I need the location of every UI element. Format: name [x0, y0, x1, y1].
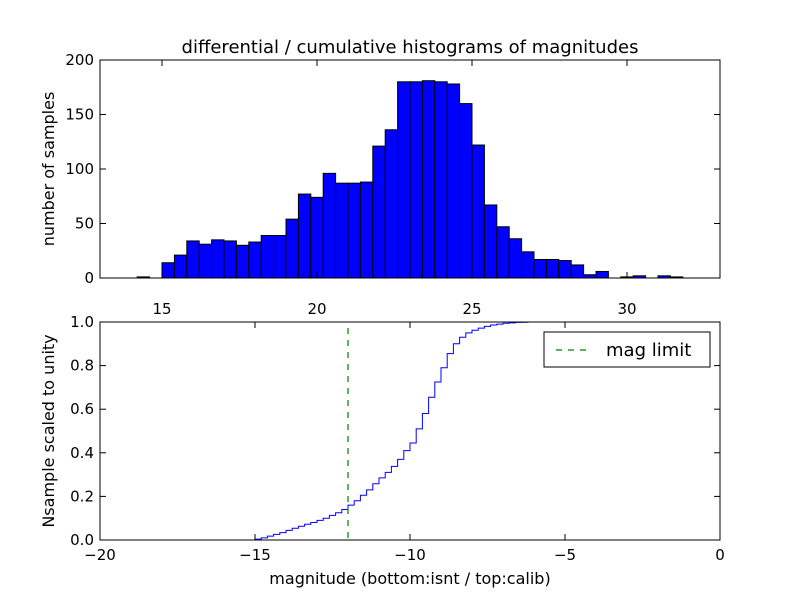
bottom-cumulative-panel: 0.0 0.2 0.4 0.6 0.8 1.0 −20 −15 −10 −5 0 Nsample …	[39, 313, 725, 588]
x-tick-label: 15	[152, 300, 171, 318]
histogram-bar	[434, 81, 448, 279]
histogram-bar	[211, 239, 225, 279]
bottom-y-ticks: 0.0 0.2 0.4 0.6 0.8 1.0	[70, 313, 720, 549]
y-tick-label: 1.0	[70, 313, 94, 331]
y-tick-label: 100	[65, 160, 94, 178]
histogram-bar	[570, 264, 585, 279]
cumulative-step-line	[100, 321, 721, 541]
top-histogram-bars	[136, 80, 684, 279]
histogram-bar	[459, 103, 473, 279]
top-x-ticks: 15 20 25 30	[152, 60, 637, 318]
histogram-bar	[198, 243, 213, 279]
x-tick-label: 0	[715, 546, 725, 564]
x-tick-label: 30	[617, 300, 636, 318]
y-tick-label: 0.2	[70, 487, 94, 505]
legend: mag limit	[543, 331, 711, 368]
y-tick-label: 200	[65, 51, 94, 69]
top-y-axis-label: number of samples	[39, 92, 58, 247]
histogram-bar	[235, 244, 250, 279]
x-tick-label: −15	[239, 546, 271, 564]
histogram-bar	[322, 172, 337, 279]
histogram-bar	[310, 196, 324, 279]
histogram-bar	[273, 234, 287, 279]
histogram-bar	[186, 240, 200, 279]
x-tick-label: 20	[307, 300, 326, 318]
y-tick-label: 0	[84, 269, 94, 287]
histogram-bar	[173, 254, 188, 279]
histogram-bar	[483, 204, 498, 279]
histogram-bar	[446, 83, 461, 279]
histogram-bar	[558, 260, 572, 279]
histogram-bar	[248, 241, 262, 279]
histogram-bar	[397, 81, 411, 279]
y-tick-label: 150	[65, 106, 94, 124]
histogram-bar	[508, 238, 523, 279]
histogram-bar	[347, 182, 361, 279]
histogram-bar	[421, 80, 436, 279]
top-histogram-panel: differential / cumulative histograms of …	[39, 37, 721, 318]
histogram-bar	[285, 218, 299, 279]
histogram-bar	[496, 226, 510, 279]
histogram-bar	[384, 129, 399, 279]
histogram-bar	[521, 251, 535, 279]
y-tick-label: 0.0	[70, 531, 94, 549]
x-tick-label: −20	[84, 546, 116, 564]
histogram-bar	[335, 182, 349, 279]
x-tick-label: 25	[462, 300, 481, 318]
histogram-bar	[260, 234, 275, 279]
histogram-bar	[297, 193, 312, 279]
x-tick-label: −5	[554, 546, 576, 564]
bottom-axes-frame	[99, 321, 721, 541]
top-axes-frame	[99, 59, 721, 279]
x-tick-label: −10	[394, 546, 426, 564]
histogram-bar	[161, 262, 175, 279]
histogram-bar	[409, 81, 423, 279]
histogram-bar	[545, 258, 560, 279]
histogram-bar	[359, 181, 374, 279]
y-tick-label: 0.6	[70, 400, 94, 418]
bottom-y-axis-label: Nsample scaled to unity	[39, 334, 58, 527]
histogram-bar	[471, 144, 485, 279]
legend-label: mag limit	[606, 340, 691, 361]
histogram-bar	[533, 258, 547, 279]
histogram-bar	[223, 240, 237, 279]
y-tick-label: 50	[75, 215, 94, 233]
chart-title: differential / cumulative histograms of …	[182, 37, 639, 58]
y-tick-label: 0.4	[70, 444, 94, 462]
histogram-bar	[372, 145, 386, 279]
y-tick-label: 0.8	[70, 357, 94, 375]
histogram-bar	[595, 270, 609, 279]
bottom-x-axis-label: magnitude (bottom:isnt / top:calib)	[269, 569, 550, 588]
